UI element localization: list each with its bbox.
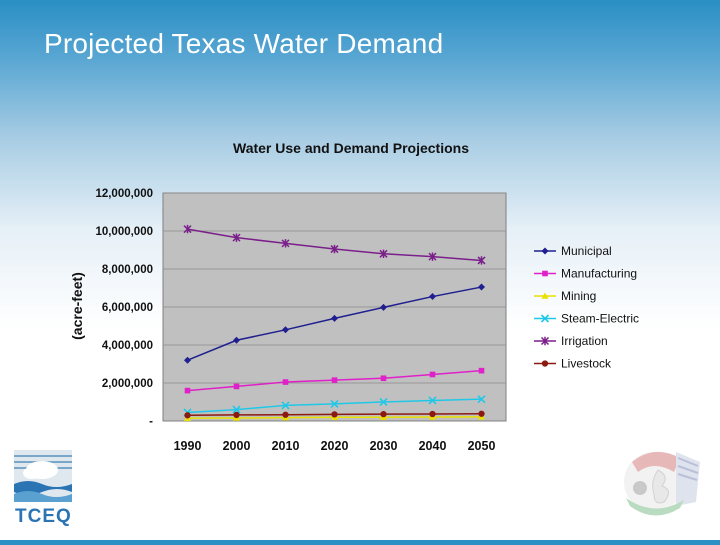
data-point (478, 367, 485, 374)
legend-item: Manufacturing (534, 267, 637, 281)
y-tick-label: 8,000,000 (102, 264, 153, 276)
legend-label: Livestock (561, 357, 612, 371)
data-point (281, 239, 290, 248)
x-tick-label: 2020 (321, 439, 349, 453)
y-tick-label: 2,000,000 (102, 378, 153, 390)
y-axis-ticks: - 2,000,000 4,000,000 6,000,000 8,000,000 10,… (95, 188, 153, 428)
data-point (379, 249, 388, 258)
legend-item: Mining (534, 289, 596, 303)
legend-label: Mining (561, 289, 596, 303)
data-point (184, 356, 191, 364)
series-manufacturing (184, 367, 485, 394)
x-tick-label: 1990 (174, 439, 202, 453)
data-point (331, 314, 338, 322)
data-point (330, 399, 339, 408)
y-axis-label: (acre-feet) (69, 272, 85, 340)
tceq-logo-icon (14, 450, 72, 502)
data-point (282, 326, 289, 334)
legend: Municipal Manufacturing Mining Steam-Electr… (534, 244, 639, 371)
x-axis-ticks: 1990 2000 2010 2020 2030 2040 2050 (174, 439, 496, 453)
tceq-logo: TCEQ (12, 448, 76, 530)
chart-title: Water Use and Demand Projections (233, 140, 469, 156)
x-tick-label: 2000 (223, 439, 251, 453)
data-point (428, 396, 437, 405)
y-tick-label: - (149, 416, 153, 428)
legend-marker (541, 292, 549, 299)
data-point (233, 383, 240, 390)
data-point (380, 303, 387, 311)
x-tick-label: 2040 (419, 439, 447, 453)
y-tick-label: 4,000,000 (102, 340, 153, 352)
y-tick-label: 6,000,000 (102, 302, 153, 314)
x-tick-label: 2050 (468, 439, 496, 453)
legend-marker (540, 314, 550, 323)
data-point (477, 256, 486, 265)
legend-item: Livestock (534, 357, 612, 371)
data-point (477, 395, 486, 404)
data-point (184, 387, 191, 394)
data-point (183, 224, 192, 234)
legend-marker (540, 336, 550, 346)
series-municipal (184, 283, 485, 364)
data-point (478, 410, 485, 417)
series-layer (183, 224, 486, 421)
data-point (380, 411, 387, 418)
plot-area (162, 192, 507, 422)
data-point (233, 411, 240, 419)
series-irrigation (183, 224, 486, 265)
x-tick-label: 2030 (370, 439, 398, 453)
data-point (429, 410, 436, 418)
legend-item: Municipal (534, 244, 612, 258)
legend-label: Municipal (561, 244, 612, 258)
state-seal-logo (614, 442, 706, 524)
data-point (281, 401, 290, 410)
data-point (331, 377, 338, 383)
data-point (232, 233, 241, 242)
data-point (232, 405, 241, 414)
data-point (184, 412, 191, 419)
data-point (428, 252, 437, 261)
tceq-logo-text: TCEQ (15, 506, 72, 527)
data-point (331, 411, 338, 418)
legend-marker (542, 270, 548, 277)
state-seal-icon (614, 442, 706, 524)
data-point (429, 293, 436, 301)
legend-item: Steam-Electric (534, 312, 639, 326)
data-point (330, 244, 339, 254)
y-tick-label: 10,000,000 (95, 226, 153, 238)
legend-marker (541, 247, 549, 255)
data-point (282, 411, 289, 418)
data-point (429, 371, 436, 378)
legend-label: Manufacturing (561, 267, 637, 281)
legend-item: Irrigation (534, 334, 608, 348)
series-livestock (184, 410, 485, 419)
legend-label: Steam-Electric (561, 312, 639, 326)
slide-title: Projected Texas Water Demand (44, 28, 444, 59)
legend-label: Irrigation (561, 334, 608, 348)
y-tick-label: 12,000,000 (95, 188, 153, 200)
data-point (478, 283, 485, 291)
data-point (379, 397, 388, 407)
data-point (233, 336, 240, 344)
legend-marker (541, 360, 549, 367)
x-tick-label: 2010 (272, 439, 300, 453)
data-point (380, 375, 387, 382)
data-point (282, 379, 289, 385)
